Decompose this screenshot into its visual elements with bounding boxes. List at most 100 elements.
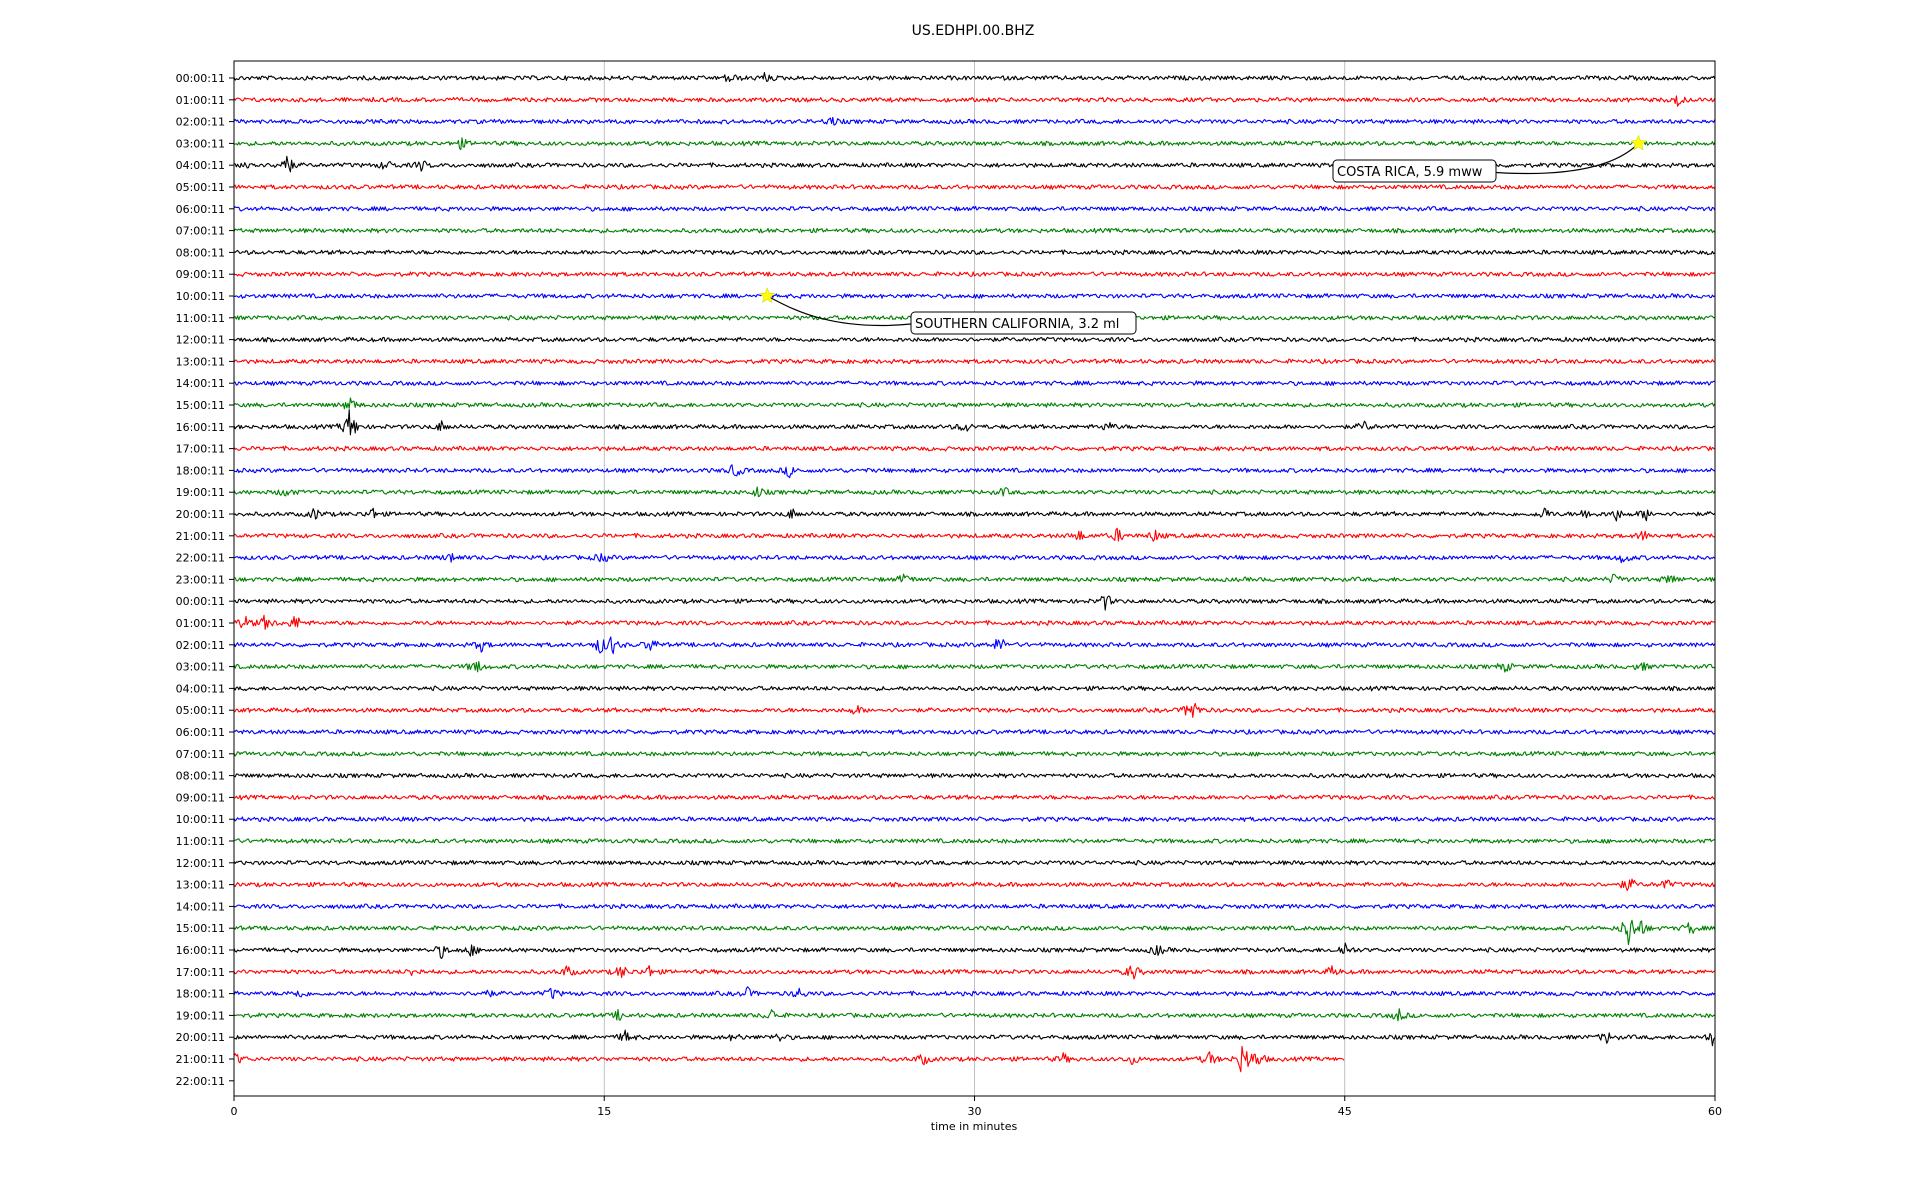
trace-row-27: [233, 660, 1716, 673]
trace-row-19: [233, 486, 1716, 498]
row-label-19: 19:00:11: [176, 486, 225, 499]
trace-row-45: [233, 1045, 1345, 1073]
trace-row-39: [233, 919, 1716, 946]
event-label-0: COSTA RICA, 5.9 mww: [1337, 165, 1483, 180]
trace-row-25: [233, 614, 1715, 630]
trace-row-36: [233, 859, 1716, 866]
row-label-15: 15:00:11: [176, 399, 225, 412]
event-connector-0: [1487, 142, 1639, 175]
trace-row-43: [233, 1008, 1715, 1022]
row-label-18: 18:00:11: [176, 464, 225, 477]
event-annotations: COSTA RICA, 5.9 mww SOUTHERN CALIFORNIA, …: [758, 134, 1647, 335]
trace-row-40: [233, 942, 1716, 960]
trace-row-22: [233, 552, 1716, 564]
event-star-icon-0: [1630, 134, 1647, 151]
row-label-31: 07:00:11: [176, 748, 225, 761]
trace-row-14: [233, 380, 1715, 387]
trace-row-2: [233, 116, 1716, 126]
row-label-46: 22:00:11: [176, 1075, 225, 1088]
event-connector-1: [766, 295, 912, 327]
event-annotation-0: COSTA RICA, 5.9 mww: [1332, 134, 1647, 183]
x-tick-label-4: 60: [1708, 1105, 1722, 1118]
trace-row-18: [233, 464, 1716, 479]
trace-row-30: [233, 729, 1716, 735]
trace-row-21: [233, 527, 1716, 542]
row-label-10: 10:00:11: [176, 290, 225, 303]
row-label-32: 08:00:11: [176, 770, 225, 783]
trace-row-0: [233, 72, 1716, 83]
row-label-28: 04:00:11: [176, 682, 225, 695]
row-label-30: 06:00:11: [176, 726, 225, 739]
trace-row-44: [233, 1029, 1716, 1047]
plot-frame: [233, 60, 1716, 1097]
row-label-24: 00:00:11: [176, 595, 225, 608]
event-label-box-1: [910, 311, 1137, 335]
x-axis-label: time in minutes: [931, 1120, 1018, 1133]
row-label-0: 00:00:11: [176, 72, 225, 85]
row-label-13: 13:00:11: [176, 355, 225, 368]
trace-row-42: [233, 986, 1716, 1000]
trace-row-24: [233, 595, 1716, 611]
trace-row-34: [233, 816, 1715, 823]
row-label-4: 04:00:11: [176, 159, 225, 172]
row-label-1: 01:00:11: [176, 94, 225, 107]
event-label-1: SOUTHERN CALIFORNIA, 3.2 ml: [915, 317, 1119, 332]
row-label-16: 16:00:11: [176, 421, 225, 434]
event-annotation-1: SOUTHERN CALIFORNIA, 3.2 ml: [758, 287, 1137, 335]
row-label-11: 11:00:11: [176, 312, 225, 325]
row-label-45: 21:00:11: [176, 1053, 225, 1066]
trace-row-10: [233, 293, 1716, 299]
row-label-23: 23:00:11: [176, 573, 225, 586]
trace-row-35: [233, 838, 1716, 844]
trace-row-32: [233, 772, 1716, 779]
x-tick-label-0: 0: [231, 1105, 238, 1118]
row-label-41: 17:00:11: [176, 966, 225, 979]
trace-row-26: [233, 636, 1716, 655]
trace-row-23: [233, 573, 1716, 584]
row-label-33: 09:00:11: [176, 791, 225, 804]
trace-row-12: [233, 336, 1716, 343]
row-label-14: 14:00:11: [176, 377, 225, 390]
trace-row-1: [233, 95, 1716, 107]
trace-row-7: [233, 227, 1716, 234]
row-label-38: 14:00:11: [176, 900, 225, 913]
row-time-labels: 00:00:11 01:00:11 02:00:11 03:00:11 04:00:11…: [176, 72, 234, 1088]
trace-row-41: [233, 964, 1716, 980]
row-label-26: 02:00:11: [176, 639, 225, 652]
x-tick-label-3: 45: [1338, 1105, 1352, 1118]
row-label-35: 11:00:11: [176, 835, 225, 848]
x-tick-label-2: 30: [968, 1105, 982, 1118]
trace-row-31: [233, 750, 1716, 757]
trace-row-33: [233, 794, 1715, 801]
row-label-12: 12:00:11: [176, 334, 225, 347]
trace-row-15: [233, 397, 1716, 410]
x-axis-ticks: 0 15 30 45 60: [231, 1096, 1722, 1118]
row-label-9: 09:00:11: [176, 268, 225, 281]
trace-row-5: [233, 184, 1716, 190]
row-label-27: 03:00:11: [176, 661, 225, 674]
row-label-7: 07:00:11: [176, 225, 225, 238]
event-star-icon-1: [758, 287, 776, 304]
trace-row-38: [233, 903, 1716, 910]
trace-row-37: [233, 878, 1716, 892]
trace-row-16: [233, 409, 1715, 436]
row-label-3: 03:00:11: [176, 137, 225, 150]
row-label-29: 05:00:11: [176, 704, 225, 717]
row-label-36: 12:00:11: [176, 857, 225, 870]
row-label-5: 05:00:11: [176, 181, 225, 194]
trace-row-20: [233, 507, 1716, 522]
row-label-8: 08:00:11: [176, 246, 225, 259]
row-label-37: 13:00:11: [176, 879, 225, 892]
chart-title: US.EDHPI.00.BHZ: [912, 23, 1035, 39]
x-tick-label-1: 15: [597, 1105, 611, 1118]
row-label-17: 17:00:11: [176, 443, 225, 456]
row-label-6: 06:00:11: [176, 203, 225, 216]
trace-row-9: [233, 271, 1716, 278]
trace-row-13: [233, 358, 1715, 365]
row-label-21: 21:00:11: [176, 530, 225, 543]
row-label-43: 19:00:11: [176, 1009, 225, 1022]
trace-row-3: [233, 137, 1716, 151]
event-label-box-0: [1332, 159, 1497, 183]
row-label-44: 20:00:11: [176, 1031, 225, 1044]
